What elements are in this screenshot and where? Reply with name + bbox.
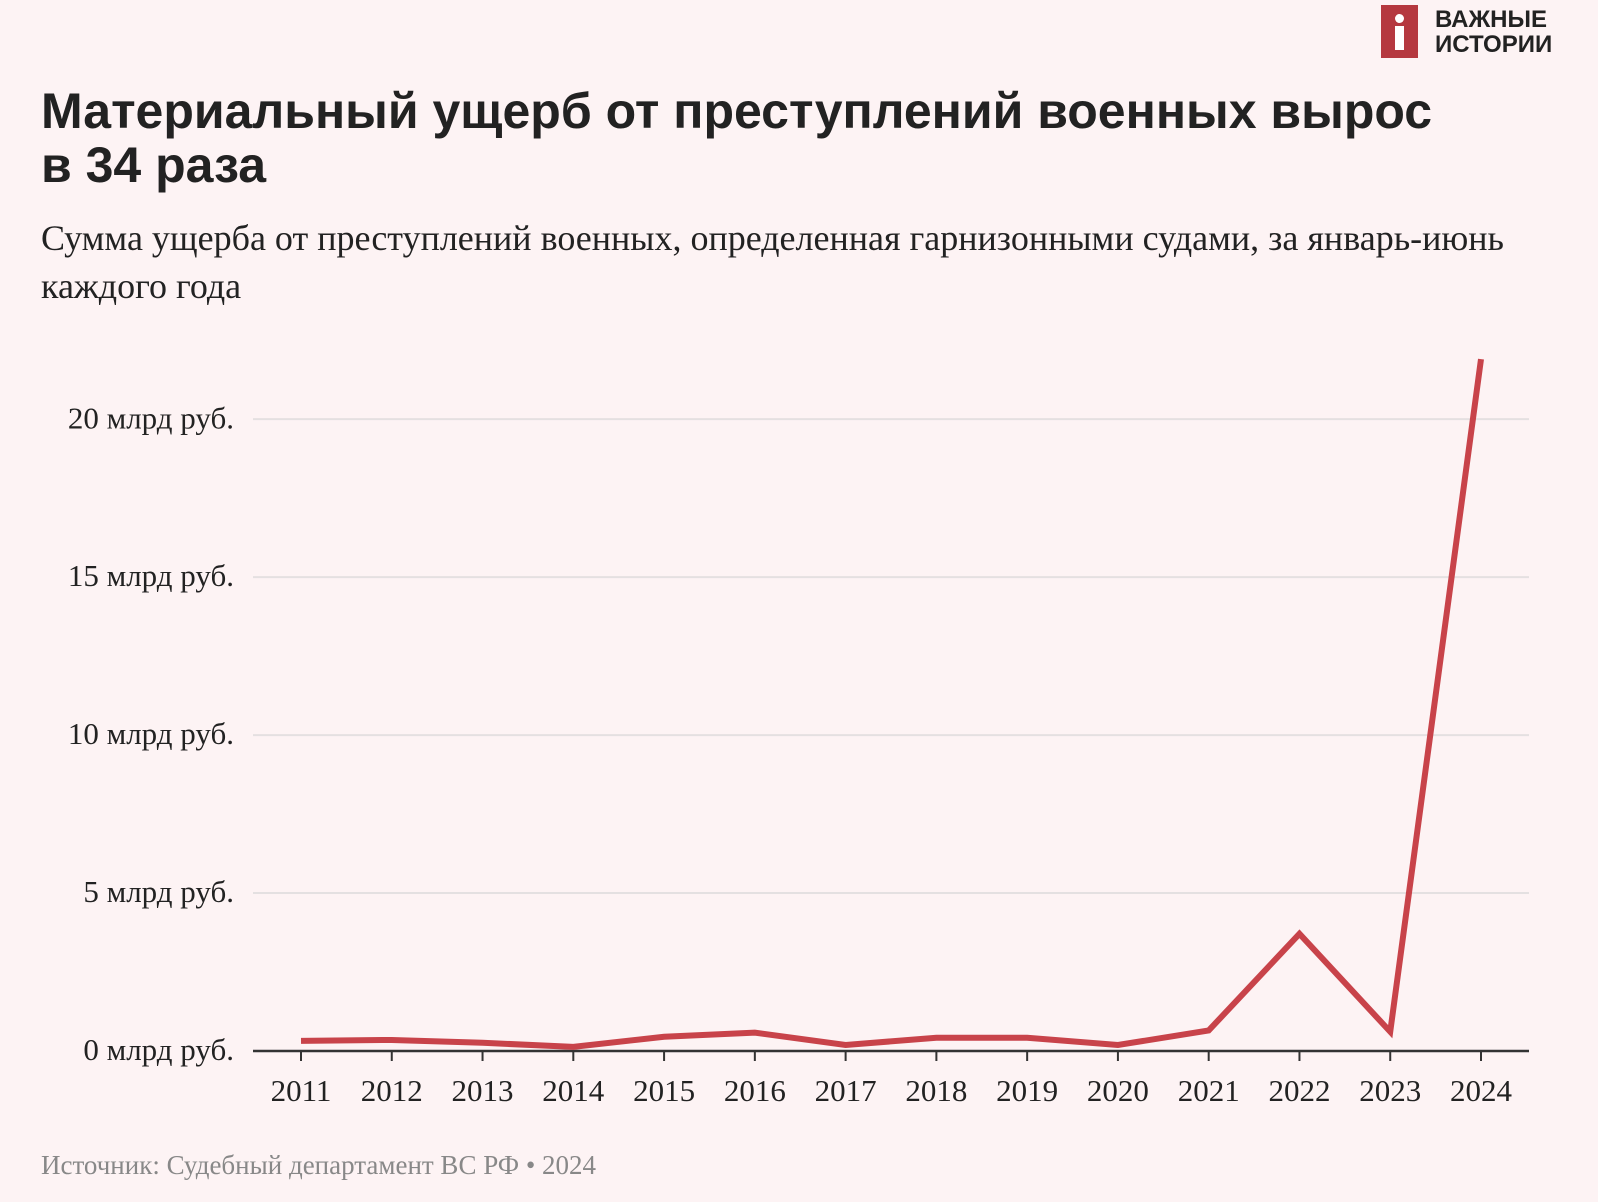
x-tick-label: 2024 — [1450, 1073, 1513, 1108]
x-tick-label: 2015 — [633, 1073, 695, 1108]
y-tick-label: 5 млрд руб. — [83, 874, 234, 909]
x-tick-label: 2017 — [815, 1073, 877, 1108]
x-tick-label: 2019 — [996, 1073, 1058, 1108]
y-tick-label: 0 млрд руб. — [83, 1032, 234, 1067]
y-tick-label: 15 млрд руб. — [68, 558, 234, 593]
logo-line: ИСТОРИИ — [1435, 31, 1553, 58]
x-tick-label: 2014 — [542, 1073, 605, 1108]
y-tick-label: 20 млрд руб. — [68, 400, 234, 435]
chart-title: Материальный ущерб от преступлений военн… — [41, 83, 1433, 193]
x-tick-label: 2016 — [724, 1073, 786, 1108]
logo-icon — [1381, 5, 1418, 58]
logo-text: ВАЖНЫЕ ИСТОРИИ — [1435, 7, 1552, 57]
source-note: Источник: Судебный департамент ВС РФ • 2… — [41, 1150, 597, 1180]
data-line — [300, 358, 1484, 1050]
chart-subtitle: Сумма ущерба от преступлений военных, оп… — [41, 218, 1504, 306]
x-tick-label: 2023 — [1359, 1073, 1421, 1108]
x-tick-label: 2020 — [1087, 1073, 1149, 1108]
x-tick-label: 2013 — [452, 1073, 514, 1108]
x-tick-label: 2012 — [361, 1073, 423, 1108]
x-tick-label: 2021 — [1178, 1073, 1240, 1108]
logo-line: ВАЖНЫЕ — [1435, 6, 1547, 33]
y-tick-label: 10 млрд руб. — [68, 716, 234, 751]
x-tick-label: 2018 — [905, 1073, 967, 1108]
x-tick-label: 2011 — [271, 1073, 332, 1108]
logo: ВАЖНЫЕ ИСТОРИИ — [1381, 5, 1591, 59]
x-tick-label: 2022 — [1268, 1073, 1330, 1108]
